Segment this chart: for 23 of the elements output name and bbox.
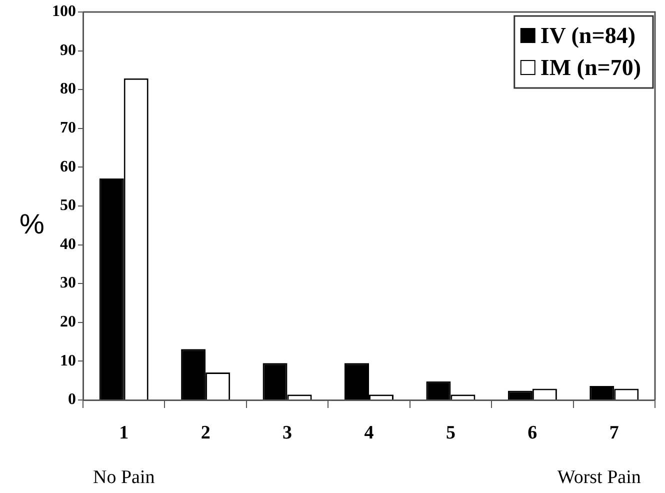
x-tick-label: 2	[200, 422, 210, 444]
text: Worst Pain	[557, 466, 642, 488]
legend-label: IM (n=70)	[540, 54, 641, 80]
legend-label: IV (n=84)	[540, 22, 636, 48]
y-tick-label: 70	[60, 120, 76, 137]
x-tick-label: 1	[119, 422, 129, 444]
y-tick-label: 10	[60, 352, 76, 370]
y-tick-label: 60	[60, 158, 76, 176]
x-tick-label: 4	[364, 422, 374, 444]
y-tick-label: 20	[60, 314, 76, 331]
y-tick-label: 100	[52, 3, 76, 20]
x-tick-label: 7	[609, 422, 620, 444]
y-tick-label: 40	[60, 236, 76, 253]
y-tick-label: 0	[68, 391, 76, 408]
y-tick-label: 50	[60, 197, 76, 214]
x-tick-label: 5	[446, 422, 456, 444]
text: No Pain	[92, 466, 156, 488]
y-axis-title: %	[20, 208, 44, 240]
x-tick-label: 3	[282, 422, 292, 444]
x-tick-label: 6	[528, 422, 538, 444]
y-tick-label: 90	[60, 42, 76, 59]
y-tick-label: 80	[60, 80, 76, 98]
y-tick-label: 30	[60, 274, 76, 292]
